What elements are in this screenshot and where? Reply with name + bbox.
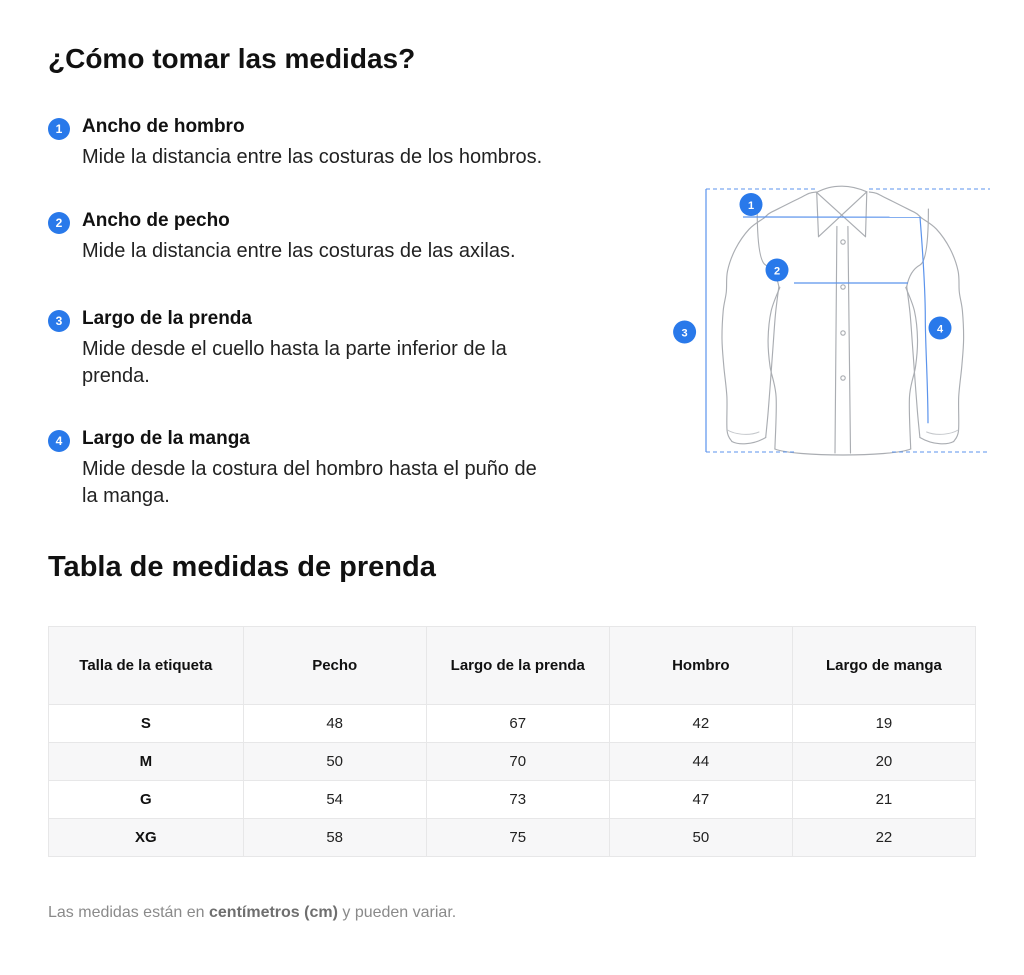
svg-text:2: 2 [774, 265, 780, 277]
svg-text:4: 4 [937, 323, 944, 335]
svg-text:1: 1 [748, 200, 754, 212]
svg-text:3: 3 [682, 327, 688, 339]
